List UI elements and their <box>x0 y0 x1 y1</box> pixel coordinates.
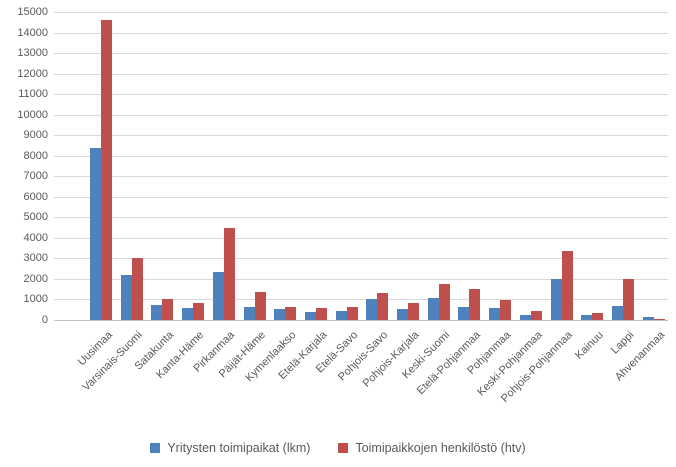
bar <box>90 147 101 320</box>
bar <box>520 314 531 320</box>
bar <box>377 293 388 320</box>
legend-label-series-2: Toimipaikkojen henkilöstö (htv) <box>355 441 526 455</box>
y-axis-tick-label: 4000 <box>23 232 48 244</box>
x-axis-label: Lappi <box>608 329 637 357</box>
bar <box>255 292 266 320</box>
x-axis-label: Kainuu <box>572 329 606 362</box>
bar <box>562 251 573 320</box>
gridline <box>54 197 668 198</box>
y-axis-tick-label: 0 <box>41 314 48 326</box>
bar <box>274 308 285 320</box>
y-axis-tick-label: 12000 <box>17 68 48 80</box>
y-axis-tick-label: 14000 <box>17 27 48 39</box>
bar <box>182 307 193 320</box>
legend-item-series-2: Toimipaikkojen henkilöstö (htv) <box>338 441 526 455</box>
legend-swatch-blue <box>150 443 161 453</box>
bar <box>151 304 162 320</box>
x-axis-line <box>54 320 668 321</box>
bar <box>469 289 480 320</box>
bar <box>551 278 562 320</box>
gridline <box>54 94 668 95</box>
bar <box>347 306 358 320</box>
bar <box>531 310 542 320</box>
bar <box>121 274 132 320</box>
y-axis-tick-label: 15000 <box>17 6 48 18</box>
gridline <box>54 279 668 280</box>
bar <box>285 306 296 320</box>
y-axis-tick-label: 7000 <box>23 170 48 182</box>
bar <box>162 299 173 320</box>
bar <box>654 319 665 320</box>
bar <box>224 227 235 320</box>
bar <box>581 314 592 320</box>
bar <box>500 300 511 320</box>
bar <box>623 278 634 320</box>
y-axis-tick-label: 6000 <box>23 191 48 203</box>
bar <box>244 306 255 320</box>
bar <box>458 306 469 320</box>
gridline <box>54 12 668 13</box>
y-axis-tick-label: 3000 <box>23 252 48 264</box>
y-axis-tick-label: 8000 <box>23 150 48 162</box>
gridline <box>54 238 668 239</box>
bar <box>643 316 654 320</box>
bar <box>101 20 112 320</box>
y-axis-tick-label: 9000 <box>23 129 48 141</box>
bar <box>366 299 377 320</box>
bar <box>612 305 623 320</box>
legend-item-series-1: Yritysten toimipaikat (lkm) <box>150 441 310 455</box>
bar <box>213 271 224 320</box>
gridline <box>54 115 668 116</box>
legend: Yritysten toimipaikat (lkm) Toimipaikkoj… <box>0 441 676 455</box>
gridline <box>54 156 668 157</box>
bar <box>193 302 204 320</box>
bar <box>408 302 419 320</box>
y-axis-tick-label: 1000 <box>23 293 48 305</box>
y-axis-tick-label: 11000 <box>18 88 48 100</box>
gridline <box>54 176 668 177</box>
gridline <box>54 74 668 75</box>
bar <box>132 258 143 320</box>
gridline <box>54 53 668 54</box>
y-axis-tick-label: 10000 <box>17 109 48 121</box>
y-axis-tick-label: 2000 <box>23 273 48 285</box>
bar <box>305 311 316 320</box>
bar <box>489 307 500 320</box>
bar <box>397 308 408 320</box>
bar <box>336 310 347 320</box>
bar <box>592 312 603 320</box>
gridline <box>54 299 668 300</box>
gridline <box>54 33 668 34</box>
bar <box>316 307 327 320</box>
bar <box>439 284 450 320</box>
y-axis-tick-label: 13000 <box>17 47 48 59</box>
gridline <box>54 135 668 136</box>
legend-label-series-1: Yritysten toimipaikat (lkm) <box>167 441 311 455</box>
bar <box>428 298 439 320</box>
y-axis-tick-label: 5000 <box>23 211 48 223</box>
gridline <box>54 217 668 218</box>
legend-swatch-red <box>338 443 349 453</box>
gridline <box>54 258 668 259</box>
